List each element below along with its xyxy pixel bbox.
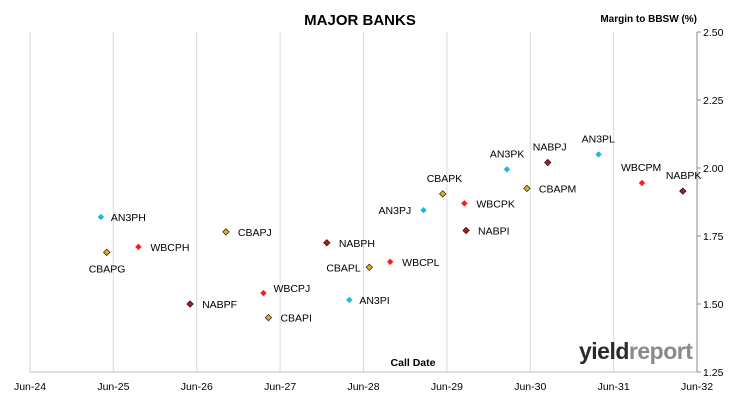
x-tick-label: Jun-30 xyxy=(514,381,546,393)
logo-part1: yield xyxy=(579,338,629,364)
point-marker-nabph xyxy=(323,239,331,247)
x-ticks: Jun-24 Jun-25 Jun-26 Jun-27 Jun-28 Jun-29 Jun-… xyxy=(14,381,713,393)
point-label-cbapk: CBAPK xyxy=(427,173,463,185)
point-label-wbcph: WBCPH xyxy=(150,242,189,254)
point-label-nabpf: NABPF xyxy=(202,299,237,311)
y-tick-label: 1.75 xyxy=(703,231,724,243)
x-tick-label: Jun-25 xyxy=(97,381,129,393)
point-marker-wbcpj xyxy=(260,289,267,297)
point-marker-cbapk xyxy=(439,190,447,198)
point-marker-an3pk xyxy=(503,166,511,173)
x-tick-label: Jun-32 xyxy=(681,381,713,393)
x-axis-label: Call Date xyxy=(391,357,436,369)
x-tick-label: Jun-24 xyxy=(14,381,46,393)
grid xyxy=(29,32,698,372)
point-label-nabph: NABPH xyxy=(339,238,375,250)
point-marker-an3ph xyxy=(97,213,105,221)
point-label-an3pi: AN3PI xyxy=(359,295,389,307)
point-label-wbcpk: WBCPK xyxy=(476,198,515,210)
point-marker-cbapl xyxy=(365,263,373,271)
point-marker-nabpi xyxy=(462,226,470,235)
point-label-cbapl: CBAPL xyxy=(326,262,361,274)
point-label-an3pk: AN3PK xyxy=(490,148,524,160)
y-tick-label: 1.50 xyxy=(703,299,724,311)
x-tick-label: Jun-26 xyxy=(181,381,213,393)
point-label-wbcpj: WBCPJ xyxy=(273,283,310,295)
point-marker-wbcpm xyxy=(638,179,646,187)
point-label-nabpj: NABPJ xyxy=(533,142,567,154)
point-marker-an3pi xyxy=(346,296,353,304)
point-marker-cbapm xyxy=(523,184,531,193)
y-tick-label: 2.25 xyxy=(703,95,724,107)
point-marker-cbapi xyxy=(264,313,273,322)
point-label-cbapi: CBAPI xyxy=(280,313,312,325)
point-label-wbcpm: WBCPM xyxy=(621,162,661,174)
x-tick-label: Jun-31 xyxy=(598,381,630,393)
point-marker-wbcph xyxy=(135,243,142,251)
y-axis-label: Margin to BBSW (%) xyxy=(600,14,697,25)
point-marker-an3pj xyxy=(420,206,427,214)
point-marker-cbapj xyxy=(222,228,230,236)
x-tick-label: Jun-28 xyxy=(347,381,379,393)
point-label-wbcpl: WBCPL xyxy=(402,257,440,269)
point-marker-an3pl xyxy=(595,151,602,158)
point-label-an3pj: AN3PJ xyxy=(379,205,412,217)
x-tick-label: Jun-29 xyxy=(431,381,463,393)
point-label-an3ph: AN3PH xyxy=(111,212,146,224)
point-marker-nabpj xyxy=(544,158,552,167)
point-label-nabpk: NABPK xyxy=(666,170,702,182)
point-label-cbapg: CBAPG xyxy=(89,263,126,275)
point-marker-nabpf xyxy=(186,300,194,308)
chart-title: MAJOR BANKS xyxy=(304,12,416,29)
x-tick-label: Jun-27 xyxy=(264,381,296,393)
point-marker-wbcpl xyxy=(386,258,394,266)
y-tick-label: 1.25 xyxy=(703,367,724,379)
point-label-an3pl: AN3PL xyxy=(582,133,615,145)
point-label-cbapj: CBAPJ xyxy=(238,227,272,239)
axes xyxy=(30,32,698,373)
y-tick-label: 2.50 xyxy=(703,27,724,39)
logo-part2: report xyxy=(628,338,693,364)
point-marker-cbapg xyxy=(103,248,111,256)
point-marker-nabpk xyxy=(679,187,687,195)
point-label-nabpi: NABPI xyxy=(478,226,510,238)
point-marker-wbcpk xyxy=(461,200,468,207)
yieldreport-logo: yieldreport xyxy=(579,338,693,365)
data-points: AN3PH CBAPG WBCPH NABPF CBAPJ WBCPJ CBAPI NABPH… xyxy=(89,133,702,324)
y-tick-label: 2.00 xyxy=(703,163,724,175)
point-label-cbapm: CBAPM xyxy=(539,183,576,195)
y-ticks: 1.25 1.50 1.75 2.00 2.25 2.50 xyxy=(697,27,724,379)
